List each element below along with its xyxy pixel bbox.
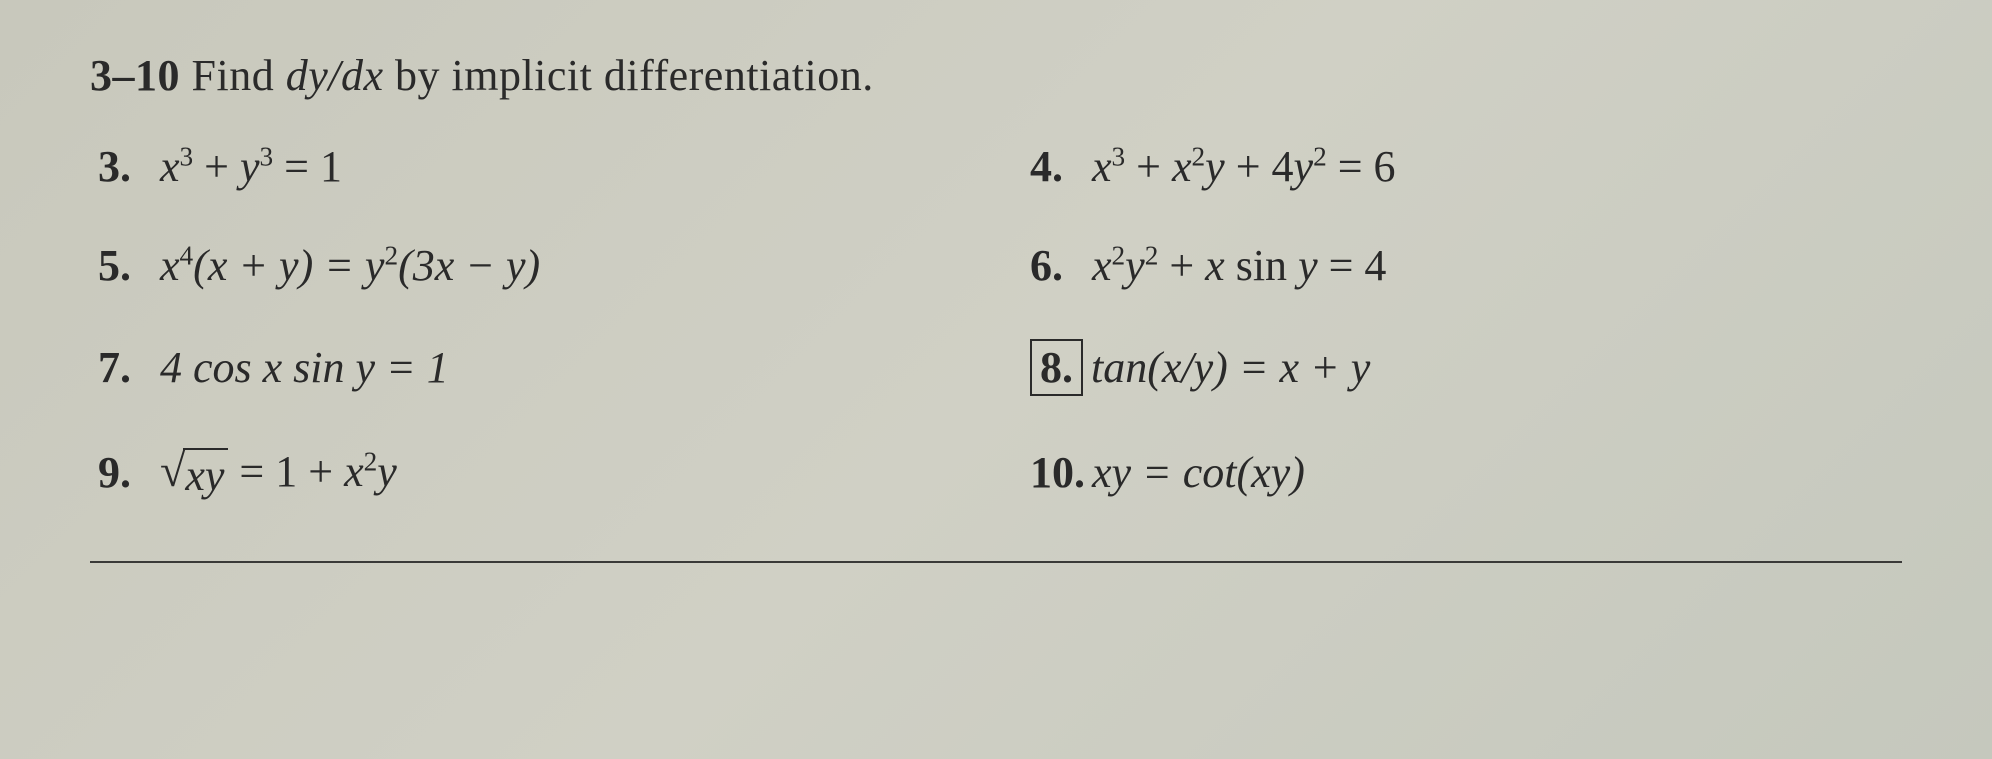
instruction-text-after: by implicit differentiation. [384, 51, 874, 100]
problem-7: 7. 4 cos x sin y = 1 [98, 339, 970, 396]
problem-9: 9. √ xy = 1 + x2y [98, 444, 970, 501]
problem-number: 5. [98, 240, 160, 291]
term: x [160, 142, 180, 191]
problem-number-boxed: 8. [1030, 339, 1083, 396]
exponent: 2 [1313, 141, 1327, 171]
term: x [1172, 142, 1192, 191]
problem-grid: 3. x3 + y3 = 1 4. x3 + x2y + 4y2 = 6 5. … [90, 141, 1902, 501]
exponent: 2 [1145, 240, 1159, 270]
exponent: 2 [1112, 240, 1126, 270]
problem-5: 5. x4(x + y) = y2(3x − y) [98, 240, 970, 291]
problem-equation: tan(x/y) = x + y [1091, 342, 1370, 393]
term: y [1294, 142, 1314, 191]
op: + [193, 142, 240, 191]
problem-number: 6. [1030, 240, 1092, 291]
term: y [240, 142, 260, 191]
problem-equation: 4 cos x sin y = 1 [160, 342, 449, 393]
problem-equation: xy = cot(xy) [1092, 447, 1305, 498]
op: = 1 + [228, 447, 344, 496]
func: sin [1225, 241, 1298, 290]
term: x [1205, 241, 1225, 290]
sqrt: √ xy [160, 444, 228, 501]
problem-equation: x3 + y3 = 1 [160, 141, 342, 192]
group: (3x − y) [398, 241, 540, 290]
problem-equation: x3 + x2y + 4y2 = 6 [1092, 141, 1396, 192]
problem-6: 6. x2y2 + x sin y = 4 [1030, 240, 1902, 291]
exponent: 3 [1112, 141, 1126, 171]
problem-equation: x2y2 + x sin y = 4 [1092, 240, 1386, 291]
problem-number: 10. [1030, 447, 1092, 498]
problem-number: 4. [1030, 141, 1092, 192]
instruction-text-before: Find [180, 51, 286, 100]
exponent: 4 [180, 240, 194, 270]
term: x [1092, 241, 1112, 290]
section-divider [90, 561, 1902, 563]
rhs: = 6 [1327, 142, 1396, 191]
term: x [344, 447, 364, 496]
term: y [1205, 142, 1225, 191]
problem-4: 4. x3 + x2y + 4y2 = 6 [1030, 141, 1902, 192]
term: y [365, 241, 385, 290]
group: (x + y) = [193, 241, 365, 290]
instruction-expr: dy/dx [286, 51, 384, 100]
problem-equation: x4(x + y) = y2(3x − y) [160, 240, 540, 291]
term: y [1125, 241, 1145, 290]
problem-number: 3. [98, 141, 160, 192]
problem-number: 9. [98, 447, 160, 498]
exponent: 3 [180, 141, 194, 171]
instruction: 3–10 Find dy/dx by implicit differentiat… [90, 50, 1902, 101]
term: y [1298, 241, 1318, 290]
exponent: 2 [384, 240, 398, 270]
problem-equation: √ xy = 1 + x2y [160, 444, 397, 501]
problem-3: 3. x3 + y3 = 1 [98, 141, 970, 192]
radical-icon: √ [160, 444, 185, 497]
op: + [1158, 241, 1205, 290]
sqrt-arg: xy [183, 448, 228, 501]
op: + 4 [1225, 142, 1294, 191]
exponent: 2 [364, 446, 378, 476]
rhs: = 1 [273, 142, 342, 191]
term: x [1092, 142, 1112, 191]
problem-number: 7. [98, 342, 160, 393]
exponent: 2 [1192, 141, 1206, 171]
op: + [1125, 142, 1172, 191]
term: y [377, 447, 397, 496]
problem-range: 3–10 [90, 51, 180, 100]
rhs: = 4 [1318, 241, 1387, 290]
problem-10: 10. xy = cot(xy) [1030, 444, 1902, 501]
problem-8: 8. tan(x/y) = x + y [1030, 339, 1902, 396]
term: x [160, 241, 180, 290]
exponent: 3 [260, 141, 274, 171]
